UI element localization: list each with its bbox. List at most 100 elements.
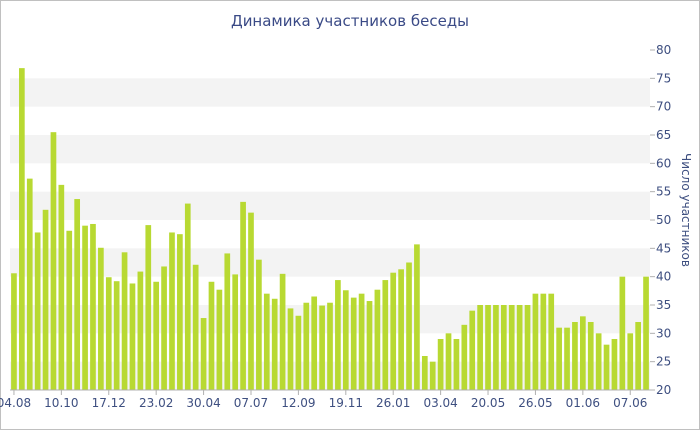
- bar: [564, 327, 570, 390]
- bar: [279, 273, 286, 390]
- bar: [469, 310, 476, 390]
- bar: [137, 271, 144, 390]
- bar: [50, 132, 57, 391]
- bar: [532, 293, 539, 390]
- bar: [256, 259, 262, 390]
- bar: [145, 225, 152, 390]
- bar: [105, 277, 112, 390]
- bar: [216, 289, 223, 390]
- bar: [437, 339, 444, 390]
- bar: [90, 223, 96, 390]
- bar: [619, 276, 626, 390]
- grid-band: [10, 78, 650, 107]
- y-tick-label: 35: [656, 298, 671, 312]
- x-tick-label: 03.04: [423, 396, 457, 410]
- bar: [19, 68, 25, 390]
- bar: [311, 296, 318, 390]
- bar: [74, 199, 81, 390]
- x-tick-label: 26.05: [518, 396, 552, 410]
- grid-band: [10, 135, 650, 164]
- bar: [98, 247, 104, 390]
- bar: [453, 339, 460, 390]
- x-tick-label: 04.08: [0, 396, 31, 410]
- y-axis-ticks: 20 25 30 35 40 45 50 55 60 65 70 75 80: [650, 43, 671, 397]
- bar: [611, 339, 618, 390]
- bar: [177, 234, 183, 390]
- bar: [295, 315, 302, 390]
- bar: [129, 283, 136, 390]
- bar: [248, 212, 254, 390]
- bar: [271, 298, 278, 390]
- bar: [358, 293, 365, 390]
- chart-title: Динамика участников беседы: [230, 12, 470, 30]
- x-tick-label: 12.09: [281, 396, 315, 410]
- bar: [121, 252, 128, 390]
- bar: [42, 209, 49, 390]
- bar: [508, 305, 515, 390]
- bar: [303, 302, 310, 390]
- bar: [485, 305, 491, 390]
- bar: [208, 281, 215, 390]
- grid-band: [10, 191, 650, 220]
- x-axis-ticks: 04.08 10.10 17.12 23.02 30.04 07.07 12.09 19.11…: [0, 390, 647, 410]
- bar: [232, 274, 239, 390]
- bar: [603, 344, 610, 390]
- bar: [429, 361, 436, 390]
- y-tick-label: 60: [656, 156, 671, 170]
- x-tick-label: 07.07: [234, 396, 268, 410]
- bar: [461, 324, 468, 390]
- bar: [548, 293, 555, 390]
- bar: [627, 333, 634, 390]
- grid-band: [10, 248, 650, 277]
- y-tick-label: 80: [656, 43, 671, 57]
- y-tick-label: 40: [656, 270, 671, 284]
- y-tick-label: 55: [656, 185, 671, 199]
- y-tick-label: 45: [656, 241, 671, 255]
- bar: [477, 305, 483, 390]
- bar: [556, 327, 562, 390]
- bar: [382, 280, 389, 390]
- bar-series: [11, 68, 649, 391]
- bar: [184, 203, 191, 390]
- bar: [390, 272, 397, 390]
- bar: [406, 262, 412, 390]
- x-tick-label: 20.05: [471, 396, 505, 410]
- bar: [587, 322, 594, 390]
- bar: [500, 305, 507, 390]
- bar: [524, 305, 531, 390]
- bar: [572, 322, 578, 390]
- bar: [66, 230, 73, 390]
- bar: [319, 305, 325, 390]
- bar: [421, 356, 428, 390]
- bar: [113, 281, 120, 390]
- bar: [192, 264, 199, 390]
- bar: [635, 322, 641, 390]
- y-axis-label: Число участников: [679, 153, 693, 267]
- bar: [240, 201, 246, 390]
- bar: [516, 305, 523, 390]
- bar: [153, 281, 160, 390]
- bar: [200, 318, 207, 390]
- bar: [342, 290, 349, 390]
- bar: [263, 293, 270, 390]
- bar: [327, 302, 333, 390]
- x-tick-label: 19.11: [329, 396, 363, 410]
- bar: [58, 184, 65, 390]
- bar: [224, 253, 231, 390]
- bar: [161, 266, 167, 390]
- bar: [335, 280, 341, 390]
- x-tick-label: 01.06: [566, 396, 600, 410]
- bar: [34, 232, 41, 390]
- bar: [11, 273, 17, 390]
- x-tick-label: 30.04: [186, 396, 220, 410]
- bar: [287, 308, 294, 390]
- bar: [169, 232, 175, 390]
- bar: [398, 269, 404, 390]
- bar: [445, 333, 452, 390]
- x-tick-label: 23.02: [139, 396, 173, 410]
- bar: [26, 178, 33, 390]
- bar: [374, 289, 381, 390]
- bar: [414, 244, 420, 390]
- bar: [595, 333, 602, 390]
